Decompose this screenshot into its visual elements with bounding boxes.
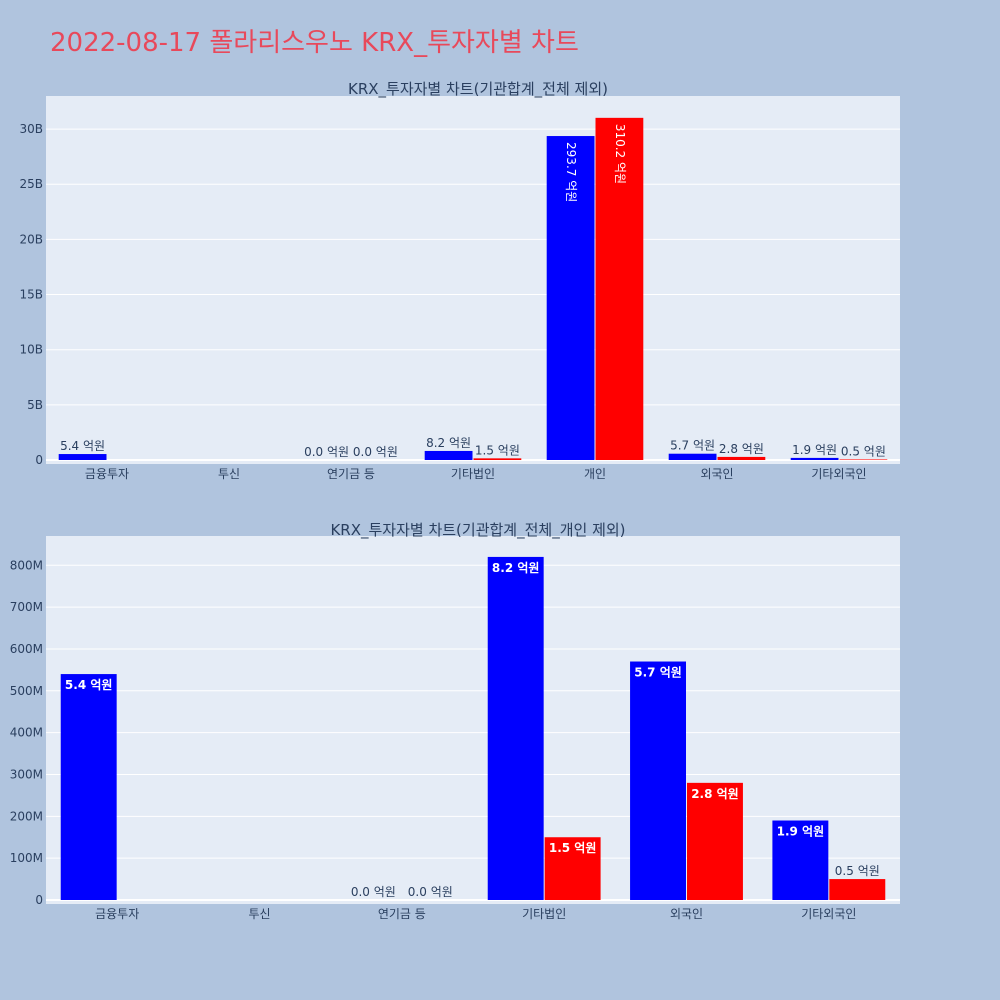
top-bar xyxy=(58,454,107,460)
top-bar xyxy=(595,117,644,460)
bottom-bar xyxy=(60,674,117,900)
bottom-y-tick-label: 400M xyxy=(10,726,43,740)
top-y-tick-label: 10B xyxy=(19,343,43,357)
top-y-tick-label: 20B xyxy=(19,232,43,246)
bottom-data-label: 5.7 억원 xyxy=(634,666,682,680)
bottom-data-label: 8.2 억원 xyxy=(492,561,540,575)
top-bar xyxy=(790,457,839,460)
top-y-tick-label: 30B xyxy=(19,122,43,136)
top-bar xyxy=(546,136,595,460)
top-y-tick-label: 5B xyxy=(27,398,43,412)
top-data-label: 293.7 억원 xyxy=(564,142,578,202)
bottom-bar xyxy=(544,837,601,900)
bottom-data-label: 0.5 억원 xyxy=(835,864,880,878)
top-data-label: 0.0 억원 xyxy=(304,445,349,459)
chart-bottom: KRX_투자자별 차트(기관합계_전체_개인 제외) 0 100M 200M 300M 4… xyxy=(0,510,1000,930)
bottom-chart-title: KRX_투자자별 차트(기관합계_전체_개인 제외) xyxy=(330,521,625,540)
bottom-data-label: 5.4 억원 xyxy=(65,678,113,692)
top-data-label: 5.7 억원 xyxy=(670,439,715,453)
top-x-tick-label: 금융투자 xyxy=(85,467,129,481)
top-x-tick-label: 투신 xyxy=(218,467,240,481)
chart-bottom-svg: KRX_투자자별 차트(기관합계_전체_개인 제외) 0 100M 200M 300M 4… xyxy=(10,521,900,921)
bottom-y-tick-label: 500M xyxy=(10,684,43,698)
bottom-bar xyxy=(487,556,544,900)
chart-top: KRX_투자자별 차트(기관합계_전체 제외) 0 5B 10B 15B 20B 25B 30… xyxy=(0,70,1000,490)
top-x-tick-label: 개인 xyxy=(584,467,606,481)
top-y-tick-label: 15B xyxy=(19,288,43,302)
top-bar xyxy=(473,458,522,460)
top-data-label: 1.5 억원 xyxy=(475,443,520,457)
chart-top-svg: KRX_투자자별 차트(기관합계_전체 제외) 0 5B 10B 15B 20B 25B 30… xyxy=(19,80,900,481)
bottom-y-tick-label: 200M xyxy=(10,809,43,823)
bottom-x-tick-label: 기타외국인 xyxy=(801,907,856,921)
bottom-plot-area xyxy=(46,536,900,904)
top-bar xyxy=(717,456,766,460)
top-bar xyxy=(839,459,888,460)
bottom-y-tick-label: 700M xyxy=(10,600,43,614)
top-x-tick-label: 외국인 xyxy=(700,467,733,481)
bottom-x-tick-label: 금융투자 xyxy=(95,907,139,921)
top-x-tick-label: 연기금 등 xyxy=(327,467,375,481)
top-bar xyxy=(668,453,717,460)
bottom-bar xyxy=(687,782,743,900)
bottom-y-tick-label: 300M xyxy=(10,767,43,781)
bottom-y-tick-label: 600M xyxy=(10,642,43,656)
bottom-bar xyxy=(772,820,829,900)
top-data-label: 8.2 억원 xyxy=(426,436,471,450)
top-plot-area xyxy=(46,96,900,464)
top-x-tick-label: 기타법인 xyxy=(451,467,495,481)
bottom-bar xyxy=(829,879,886,900)
bottom-data-label: 2.8 억원 xyxy=(691,787,739,801)
top-data-label: 310.2 억원 xyxy=(613,124,627,184)
bottom-data-label: 0.0 억원 xyxy=(351,885,396,899)
page-title: 2022-08-17 폴라리스우노 KRX_투자자별 차트 xyxy=(50,28,579,58)
bottom-x-tick-label: 기타법인 xyxy=(522,907,566,921)
bottom-data-label: 1.5 억원 xyxy=(549,841,597,855)
top-data-label: 2.8 억원 xyxy=(719,442,764,456)
bottom-x-tick-label: 외국인 xyxy=(670,907,703,921)
top-y-tick-label: 25B xyxy=(19,177,43,191)
bottom-bar xyxy=(630,661,686,900)
top-bar xyxy=(424,450,473,460)
bottom-data-label: 0.0 억원 xyxy=(408,885,453,899)
top-chart-title: KRX_투자자별 차트(기관합계_전체 제외) xyxy=(348,80,608,99)
bottom-data-label: 1.9 억원 xyxy=(777,825,825,839)
top-data-label: 1.9 억원 xyxy=(792,443,837,457)
bottom-x-tick-label: 투신 xyxy=(248,907,270,921)
top-y-tick-label: 0 xyxy=(35,453,43,467)
bottom-y-tick-label: 0 xyxy=(35,893,43,907)
bottom-y-tick-label: 100M xyxy=(10,851,43,865)
top-data-label: 0.5 억원 xyxy=(841,444,886,458)
top-data-label: 5.4 억원 xyxy=(60,439,105,453)
top-data-label: 0.0 억원 xyxy=(353,445,398,459)
bottom-x-tick-label: 연기금 등 xyxy=(378,907,426,921)
bottom-y-tick-label: 800M xyxy=(10,558,43,572)
top-x-tick-label: 기타외국인 xyxy=(811,467,866,481)
